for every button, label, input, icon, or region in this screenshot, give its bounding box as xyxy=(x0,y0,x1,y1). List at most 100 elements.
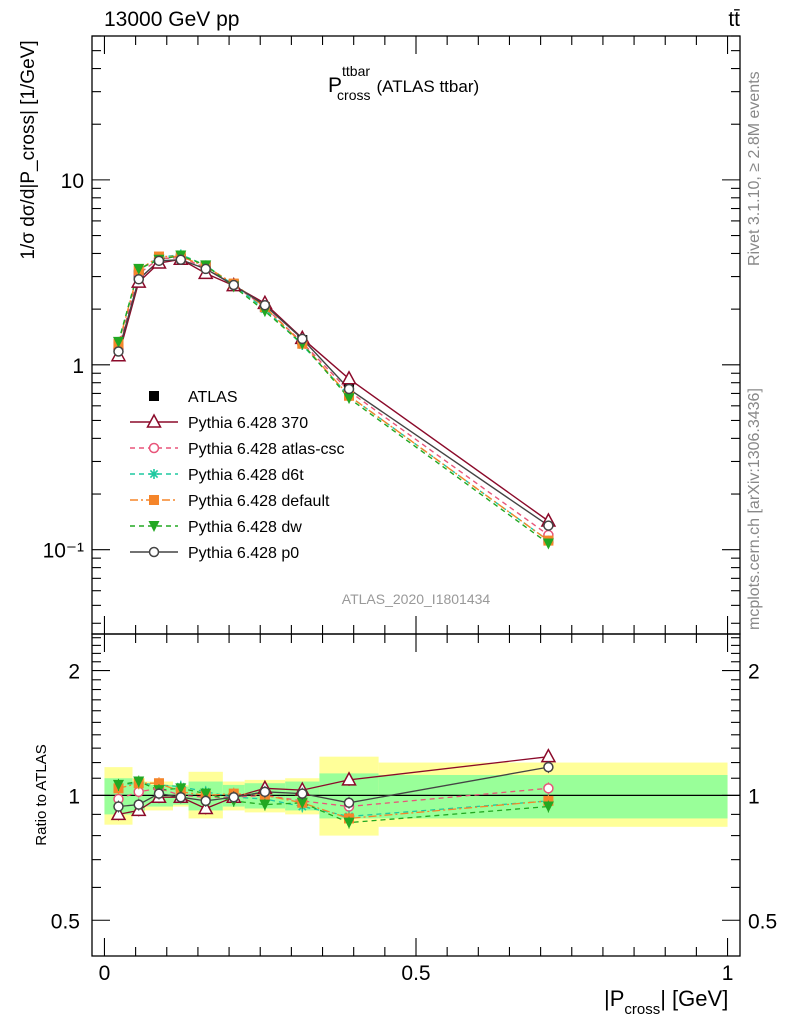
ratio-y-tick-label-right-2: 2 xyxy=(748,661,760,684)
main-point-pythia-6-428-p0-5 xyxy=(228,279,239,291)
main-y-tick-label-0p1: 10⁻¹ xyxy=(43,540,84,563)
ratio-point-pythia-6-428-p0-4 xyxy=(200,795,211,807)
plot-title: Pttbar cross (ATLAS ttbar) xyxy=(328,63,479,103)
ratio-point-pythia-6-428-dw-4 xyxy=(200,788,212,800)
ratio-line-pythia-6-428-atlas-csc xyxy=(118,787,549,808)
main-point-pythia-6-428-dw-8 xyxy=(343,393,355,405)
legend-label-pythia-6-428-default: Pythia 6.428 default xyxy=(188,493,330,510)
main-series-points xyxy=(110,249,557,550)
main-point-pythia-6-428-p0-4 xyxy=(200,263,211,275)
ratio-y-axis-title: Ratio to ATLAS xyxy=(33,744,50,845)
energy-label: 13000 GeV pp xyxy=(104,8,239,31)
main-y-axis-title: 1/σ dσ/d|P_cross| [1/GeV] xyxy=(18,40,39,259)
legend-label-pythia-6-428-d6t: Pythia 6.428 d6t xyxy=(188,467,304,484)
ratio-line-pythia-6-428-370 xyxy=(118,756,549,816)
main-line-pythia-6-428-default xyxy=(117,255,549,542)
ratio-point-pythia-6-428-p0-0 xyxy=(113,801,124,812)
main-point-pythia-6-428-dw-1 xyxy=(133,263,145,275)
ratio-point-pythia-6-428-default-2 xyxy=(153,778,164,789)
main-point-pythia-6-428-p0-8 xyxy=(343,383,355,395)
main-point-pythia-6-428-p0-7 xyxy=(297,333,308,345)
legend-marker-pythia-6-428-default xyxy=(149,495,159,505)
legend-label-pythia-6-428-dw: Pythia 6.428 dw xyxy=(188,519,302,536)
ratio-point-pythia-6-428-dw-7 xyxy=(296,797,308,809)
ratio-series-lines xyxy=(118,756,549,824)
ratio-point-pythia-6-428-p0-1 xyxy=(133,799,144,810)
main-line-pythia-6-428-dw xyxy=(117,254,549,545)
ratio-point-pythia-6-428-370-8 xyxy=(341,771,357,786)
legend-marker-pythia-6-428-370 xyxy=(146,413,162,428)
main-point-pythia-6-428-p0-1 xyxy=(133,274,144,285)
x-axis-title-sub: cross xyxy=(624,1001,660,1018)
main-point-pythia-6-428-p0-0 xyxy=(113,346,124,357)
main-y-tick-labels: 10⁻¹ 1 10 xyxy=(43,170,84,563)
ratio-x-tick-label-2: 1 xyxy=(722,962,734,985)
main-line-pythia-6-428-atlas-csc xyxy=(117,256,549,536)
ratio-point-pythia-6-428-p0-3 xyxy=(175,791,187,803)
legend-label-pythia-6-428-atlas-csc: Pythia 6.428 atlas-csc xyxy=(188,441,345,458)
x-axis-title-main: |P xyxy=(604,986,624,1011)
plot-title-suffix: (ATLAS ttbar) xyxy=(376,77,479,96)
ratio-line-pythia-6-428-dw xyxy=(118,780,549,824)
main-point-pythia-6-428-p0-6 xyxy=(259,299,271,311)
main-line-pythia-6-428-d6t xyxy=(117,253,549,542)
plot-title-sup: ttbar xyxy=(342,63,370,79)
process-label: tt̄ xyxy=(728,8,740,31)
plot-title-sub: cross xyxy=(337,87,370,103)
ratio-point-pythia-6-428-atlas-csc-9 xyxy=(543,783,554,794)
ratio-point-pythia-6-428-dw-9 xyxy=(542,801,554,813)
ratio-y-tick-label-right-1: 1 xyxy=(748,785,760,808)
legend-marker-pythia-6-428-p0 xyxy=(148,546,160,558)
ratio-x-tick-label-0: 0 xyxy=(99,962,111,985)
legend-label-pythia-6-428-370: Pythia 6.428 370 xyxy=(188,415,308,432)
ratio-axis-ticks xyxy=(92,634,740,956)
main-y-tick-label-10: 10 xyxy=(61,170,84,193)
legend-label-atlas: ATLAS xyxy=(188,389,238,406)
x-axis-title-suffix: | [GeV] xyxy=(660,986,728,1011)
main-point-pythia-6-428-dw-9 xyxy=(542,538,554,550)
x-axis-title: |Pcross| [GeV] xyxy=(604,986,728,1018)
main-point-pythia-6-428-370-8 xyxy=(341,370,357,385)
main-point-pythia-6-428-p0-2 xyxy=(153,255,165,267)
ratio-y-tick-label-left-1: 1 xyxy=(68,785,80,808)
ratio-point-pythia-6-428-p0-7 xyxy=(297,788,308,799)
ratio-x-tick-labels: 0 0.5 1 xyxy=(99,962,734,985)
ratio-y-tick-label-left-2: 2 xyxy=(68,661,80,684)
ratio-line-pythia-6-428-default xyxy=(118,782,549,820)
ratio-point-pythia-6-428-dw-0 xyxy=(112,779,124,791)
main-panel: 10⁻¹ 1 10 Pttbar cross (ATLAS ttbar) ATLAS… xyxy=(43,35,741,635)
legend-marker-pythia-6-428-d6t xyxy=(149,469,159,479)
main-point-pythia-6-428-dw-0 xyxy=(112,336,124,348)
ratio-point-pythia-6-428-370-4 xyxy=(197,799,214,815)
main-axis-ticks xyxy=(92,35,740,634)
main-line-pythia-6-428-p0 xyxy=(117,258,549,527)
legend-marker-atlas xyxy=(149,391,159,401)
ratio-point-pythia-6-428-p0-5 xyxy=(228,791,239,803)
main-y-tick-label-1: 1 xyxy=(72,355,84,378)
main-series-lines xyxy=(117,253,549,545)
ratio-point-pythia-6-428-dw-3 xyxy=(175,783,187,795)
ratio-point-pythia-6-428-p0-2 xyxy=(153,788,165,799)
ratio-x-tick-label-1: 0.5 xyxy=(401,962,430,985)
ratio-point-pythia-6-428-dw-8 xyxy=(343,817,355,829)
ratio-point-pythia-6-428-370-9 xyxy=(540,748,557,763)
ratio-line-pythia-6-428-p0 xyxy=(118,766,549,808)
ratio-point-pythia-6-428-p0-8 xyxy=(343,797,355,809)
ratio-point-pythia-6-428-p0-6 xyxy=(259,786,271,798)
ratio-y-tick-label-left-0: 0.5 xyxy=(51,910,80,933)
legend-marker-pythia-6-428-atlas-csc xyxy=(148,442,160,454)
main-line-pythia-6-428-370 xyxy=(117,258,549,522)
rivet-version-label: Rivet 3.1.10, ≥ 2.8M events xyxy=(746,71,763,266)
ratio-point-pythia-6-428-dw-6 xyxy=(259,799,271,811)
legend: ATLAS Pythia 6.428 370 Pythia 6.428 atlas-… xyxy=(130,389,345,562)
legend-marker-pythia-6-428-dw xyxy=(148,521,160,532)
ratio-y-tick-labels: 0.5 0.5 1 1 2 2 xyxy=(51,661,777,934)
ratio-panel: 0.5 0.5 1 1 2 2 0 0.5 1 xyxy=(51,633,777,985)
mcplots-label: mcplots.cern.ch [arXiv:1306.3436] xyxy=(746,388,763,630)
ratio-point-pythia-6-428-370-0 xyxy=(110,805,127,821)
main-point-pythia-6-428-p0-3 xyxy=(175,254,187,265)
plot-title-main: P xyxy=(328,74,342,97)
main-point-pythia-6-428-p0-9 xyxy=(543,520,554,531)
ratio-point-pythia-6-428-dw-1 xyxy=(133,776,145,788)
